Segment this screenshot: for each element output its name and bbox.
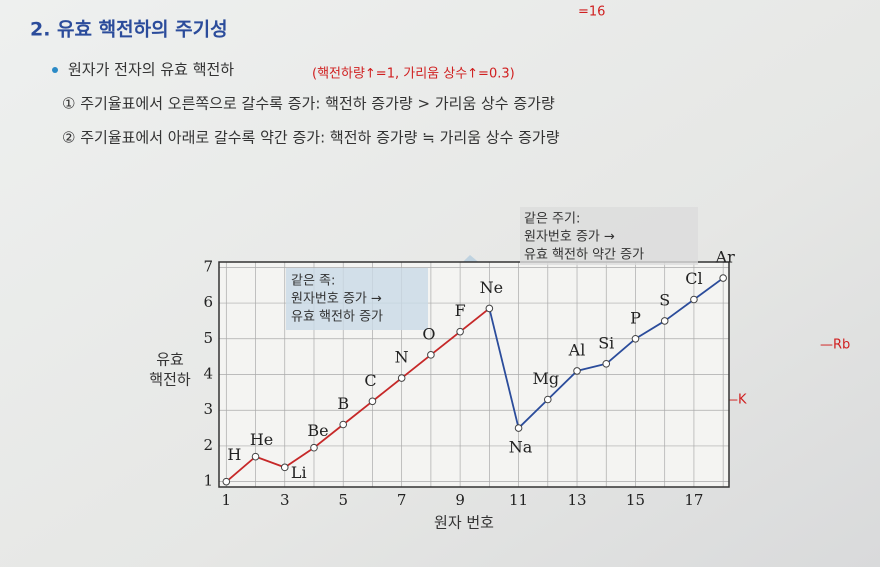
data-point	[280, 463, 289, 472]
annotation: 유효 핵전하 약간 증가	[524, 248, 644, 263]
y-tick-label: 2	[203, 436, 213, 454]
point-label: B	[337, 394, 349, 413]
data-point	[397, 374, 406, 382]
line-segment	[576, 362, 607, 372]
point-label: H	[227, 445, 241, 464]
data-point	[514, 424, 523, 432]
y-tick-label: 3	[203, 400, 213, 418]
annotation-box	[520, 207, 698, 265]
data-point	[573, 367, 581, 375]
x-tick-label: 5	[338, 491, 348, 509]
line-segment	[635, 320, 666, 340]
line-segment	[517, 398, 549, 429]
line-segment	[284, 446, 315, 469]
point-label: Ne	[480, 278, 503, 297]
y-tick-label: 4	[203, 365, 213, 383]
point-label: S	[659, 290, 670, 309]
line-segment	[693, 277, 724, 301]
data-point	[222, 477, 231, 486]
data-point	[719, 274, 727, 282]
line-segment	[255, 455, 286, 469]
annotation: 원자번호 증가 →	[291, 292, 382, 307]
annotation: 같은 족:	[291, 274, 335, 289]
y-axis-label: 유효	[156, 351, 184, 369]
line-segment	[313, 423, 344, 449]
point-label: O	[422, 324, 435, 343]
hand-note: =16	[578, 5, 605, 20]
x-axis-label: 원자 번호	[434, 514, 494, 532]
annotation: 같은 주기:	[524, 212, 580, 227]
hand-note: —Rb	[820, 338, 850, 353]
line-segment	[371, 377, 403, 402]
annotation: 원자번호 증가 →	[524, 230, 615, 245]
hand-note: (핵전하량↑=1, 가리움 상수↑=0.3)	[312, 67, 515, 82]
data-point	[310, 443, 318, 452]
point-label: Li	[291, 463, 307, 482]
x-tick-label: 11	[509, 491, 528, 509]
data-point	[690, 295, 698, 304]
x-tick-label: 15	[626, 491, 645, 509]
line-segment	[430, 330, 461, 356]
point-label: N	[395, 348, 409, 367]
point-label: P	[630, 308, 641, 327]
line-segment	[547, 370, 578, 401]
data-point	[631, 334, 640, 343]
point-label: Ar	[715, 248, 736, 267]
data-point	[339, 420, 348, 429]
item: ② 주기율표에서 아래로 갈수록 약간 증가: 핵전하 증가량 ≒ 가리움 상수…	[62, 129, 560, 147]
data-point	[427, 351, 435, 359]
data-point	[485, 304, 494, 313]
line-segment	[401, 354, 432, 379]
x-tick-label: 3	[280, 491, 290, 509]
x-tick-label: 1	[222, 491, 232, 509]
data-point	[543, 395, 552, 404]
line-segment	[342, 400, 373, 426]
point-label: F	[455, 301, 466, 320]
point-label: Na	[509, 438, 533, 457]
y-tick-label: 1	[203, 472, 213, 490]
y-tick-label: 5	[203, 329, 213, 347]
y-tick-label: 7	[203, 257, 213, 275]
title: 2. 유효 핵전하의 주기성	[30, 19, 228, 41]
data-point	[456, 327, 464, 336]
data-point	[660, 317, 669, 325]
y-tick-label: 6	[203, 293, 213, 311]
point-label: Si	[598, 333, 614, 352]
x-tick-label: 13	[567, 491, 586, 509]
data-point	[368, 397, 377, 406]
point-label: Mg	[532, 369, 559, 388]
line-segment	[664, 298, 695, 322]
x-tick-label: 7	[397, 491, 407, 509]
plot-border	[218, 261, 730, 488]
line-segment	[488, 308, 520, 429]
point-label: C	[364, 371, 376, 390]
bullet: 원자가 전자의 유효 핵전하	[68, 61, 234, 79]
hand-note: —K	[725, 393, 747, 408]
point-label: Al	[568, 340, 586, 359]
data-point	[251, 452, 260, 461]
annotation: 유효 핵전하 증가	[291, 310, 383, 325]
y-axis-label: 핵전하	[149, 371, 191, 389]
x-tick-label: 17	[684, 491, 703, 509]
x-tick-label: 9	[455, 491, 465, 509]
line-segment	[225, 455, 257, 483]
point-label: Be	[307, 421, 328, 440]
bullet-dot	[52, 67, 58, 73]
line-segment	[605, 338, 637, 365]
point-label: Cl	[685, 269, 702, 288]
item: ① 주기율표에서 오른쪽으로 갈수록 증가: 핵전하 증가량 > 가리움 상수 …	[62, 95, 555, 113]
annotation-box	[286, 268, 428, 330]
line-segment	[459, 307, 490, 333]
point-label: He	[250, 430, 273, 449]
data-point	[602, 359, 611, 368]
